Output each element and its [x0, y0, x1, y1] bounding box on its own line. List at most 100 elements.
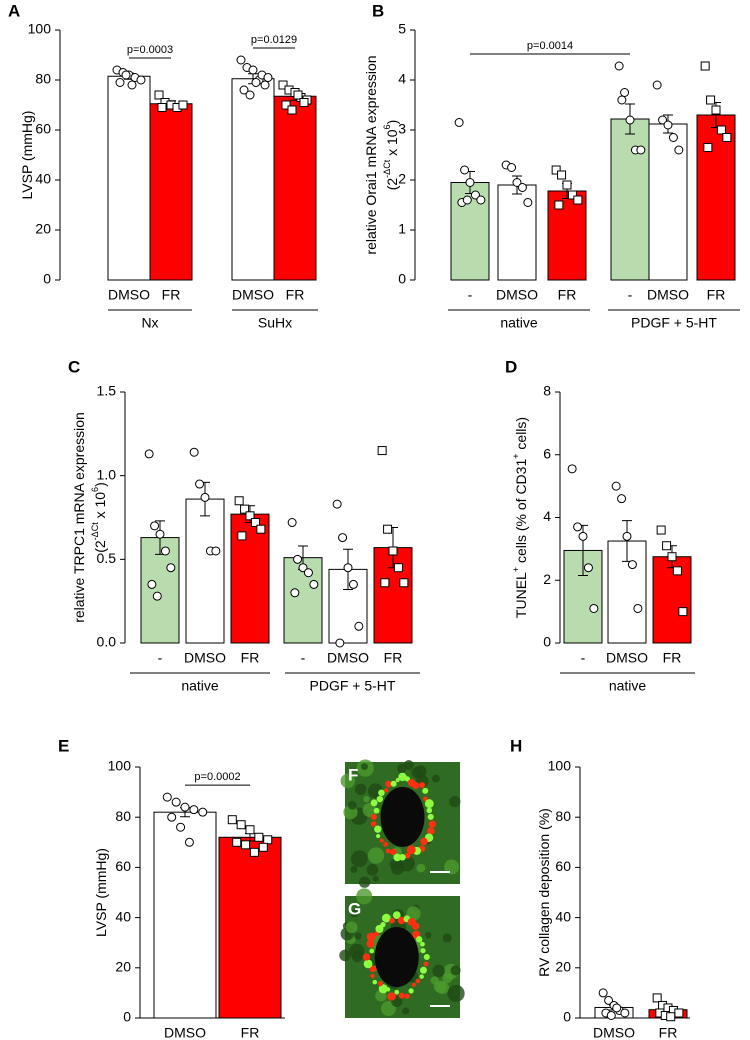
- stain: [375, 924, 384, 933]
- data-point: [722, 133, 732, 142]
- y-tick-label: 0: [398, 271, 406, 287]
- data-point: [136, 75, 146, 85]
- stain: [363, 959, 373, 969]
- panel-label: B: [372, 1, 384, 20]
- y-axis-label-part: +: [511, 567, 521, 572]
- x-tick-label: DMSO: [496, 287, 538, 303]
- panel-label: E: [58, 736, 69, 755]
- data-point: [127, 80, 137, 90]
- bar: [273, 95, 317, 281]
- y-axis-label-part: ): [92, 482, 108, 487]
- data-point: [711, 105, 721, 115]
- y-tick-label: 100: [548, 758, 572, 774]
- bar: [547, 190, 587, 281]
- stain: [369, 948, 375, 954]
- stain: [378, 984, 388, 994]
- y-axis-label-part: x 10: [384, 129, 400, 160]
- data-point: [612, 1003, 622, 1013]
- data-point: [462, 195, 472, 205]
- data-point: [562, 180, 572, 190]
- data-point: [157, 103, 167, 112]
- annotation: p=0.0129: [251, 34, 297, 46]
- data-point: [523, 198, 533, 207]
- data-point: [343, 563, 353, 573]
- y-tick-label: 0.0: [97, 634, 117, 650]
- tissue: [350, 865, 358, 873]
- tissue: [430, 976, 439, 985]
- data-point: [380, 578, 390, 588]
- tissue: [356, 888, 373, 905]
- stain: [408, 988, 414, 994]
- data-point: [656, 525, 666, 535]
- group-label: PDGF + 5-HT: [631, 315, 717, 331]
- data-point: [189, 447, 199, 457]
- data-point: [658, 115, 668, 125]
- data-point: [507, 163, 517, 172]
- data-point: [517, 183, 527, 192]
- annotation: p=0.0003: [127, 44, 173, 56]
- bar: [652, 556, 692, 644]
- tissue: [406, 906, 421, 921]
- stain: [422, 787, 429, 794]
- y-tick-label: 20: [35, 221, 51, 237]
- data-point: [290, 588, 300, 598]
- stain: [406, 845, 416, 855]
- data-point: [115, 78, 125, 87]
- data-point: [303, 568, 313, 578]
- tissue: [349, 943, 365, 959]
- data-point: [678, 607, 688, 617]
- x-tick-label: DMSO: [647, 287, 689, 303]
- data-point: [706, 95, 716, 105]
- y-tick-label: 20: [115, 959, 131, 975]
- stain: [369, 965, 377, 973]
- data-point: [617, 95, 627, 105]
- x-tick-label: FR: [162, 287, 181, 303]
- tissue: [340, 773, 356, 789]
- data-point: [578, 531, 588, 541]
- data-point: [245, 825, 255, 835]
- data-point: [309, 579, 319, 589]
- stain: [399, 854, 406, 861]
- data-point: [245, 511, 255, 521]
- stain: [374, 825, 382, 833]
- x-tick-label: FR: [707, 287, 726, 303]
- y-axis-label-part: (2: [92, 540, 108, 553]
- stain: [387, 992, 396, 1001]
- data-point: [198, 807, 208, 817]
- y-axis-label-part: ): [384, 120, 400, 125]
- stain: [420, 948, 426, 954]
- data-point: [604, 995, 614, 1005]
- tissue: [360, 763, 368, 771]
- x-tick-label: -: [628, 287, 633, 303]
- stain: [370, 813, 377, 820]
- y-axis-label: LVSP (mmHg): [93, 848, 109, 937]
- data-point: [611, 481, 621, 491]
- data-point: [195, 479, 205, 489]
- group-label: SuHx: [258, 315, 292, 331]
- tissue: [347, 801, 357, 810]
- data-point: [573, 195, 583, 205]
- stain: [420, 837, 428, 846]
- x-tick-label: FR: [286, 287, 305, 303]
- y-axis-label: LVSP (mmHg): [19, 111, 35, 200]
- data-point: [652, 993, 662, 1003]
- stain: [398, 992, 405, 999]
- tissue: [372, 875, 379, 882]
- group-label: PDGF + 5-HT: [310, 678, 396, 694]
- tissue: [431, 774, 440, 783]
- stain: [420, 941, 425, 947]
- y-axis-label-part: 6: [382, 124, 392, 129]
- data-point: [240, 504, 250, 514]
- y-tick-label: 100: [108, 758, 132, 774]
- data-point: [598, 988, 608, 998]
- data-point: [332, 499, 342, 509]
- group-label: native: [500, 315, 538, 331]
- x-tick-label: DMSO: [164, 1025, 206, 1040]
- data-point: [617, 494, 627, 504]
- data-point: [287, 105, 297, 115]
- data-point: [248, 65, 258, 75]
- bar: [230, 513, 270, 644]
- y-axis-label-part: LVSP (mmHg): [19, 111, 35, 200]
- y-axis-label-part: TUNEL: [513, 572, 529, 618]
- stain: [389, 848, 397, 856]
